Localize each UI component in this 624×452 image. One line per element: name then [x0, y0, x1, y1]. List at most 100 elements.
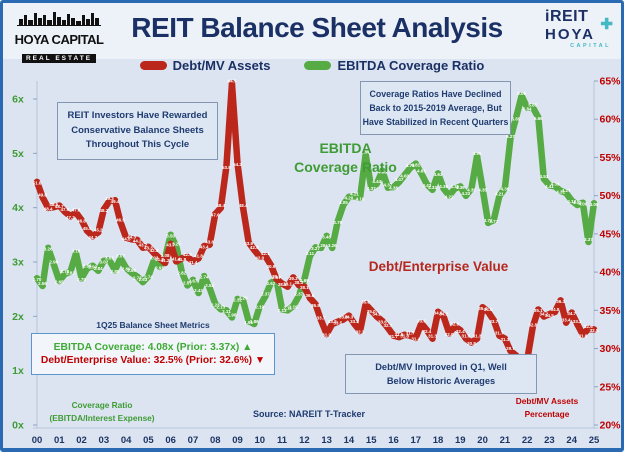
svg-text:38.3: 38.3 — [294, 280, 303, 285]
svg-text:2.19: 2.19 — [255, 305, 264, 310]
svg-text:43.2: 43.2 — [138, 243, 147, 248]
svg-text:4.44: 4.44 — [372, 179, 381, 184]
svg-text:49.3: 49.3 — [105, 196, 114, 201]
metrics-panel-title: 1Q25 Balance Sheet Metrics — [96, 320, 210, 330]
svg-text:43.4: 43.4 — [200, 245, 209, 250]
svg-text:3.77: 3.77 — [489, 219, 498, 224]
svg-text:44.3: 44.3 — [127, 234, 136, 239]
ebitda-coverage-legend-swatch — [304, 61, 332, 70]
series-data-labels-debt-mv: 51.849.848.448.548.747.947.347.846.845.4… — [33, 78, 599, 373]
svg-text:44.5: 44.5 — [122, 236, 131, 241]
legend-label: EBITDA Coverage Ratio — [337, 58, 485, 73]
svg-text:31.7: 31.7 — [406, 331, 415, 336]
svg-text:2.68: 2.68 — [300, 278, 309, 283]
skyline-icon — [17, 12, 101, 26]
ireit-logo-text: iREIT — [545, 8, 589, 25]
svg-text:4.37: 4.37 — [367, 186, 376, 191]
svg-text:34.3: 34.3 — [345, 314, 354, 319]
svg-text:4.21: 4.21 — [495, 191, 504, 196]
svg-text:2.67: 2.67 — [189, 279, 198, 284]
svg-text:45%: 45% — [599, 228, 621, 240]
svg-text:2.84: 2.84 — [94, 266, 103, 271]
svg-text:31.7: 31.7 — [495, 331, 504, 336]
svg-text:30.8: 30.8 — [467, 341, 476, 346]
svg-text:33.3: 33.3 — [417, 318, 426, 323]
svg-text:45.4: 45.4 — [83, 226, 92, 231]
svg-text:35.0: 35.0 — [367, 309, 376, 314]
svg-text:06: 06 — [165, 435, 176, 446]
svg-text:10: 10 — [255, 435, 266, 446]
legend-item-ebitda-coverage: EBITDA Coverage Ratio — [304, 58, 484, 73]
svg-text:2x: 2x — [12, 311, 24, 323]
series-data-labels-ebitda-coverage: 2.702.563.262.962.652.782.823.162.702.88… — [33, 91, 599, 325]
svg-text:32.7: 32.7 — [384, 323, 393, 328]
svg-text:3.72: 3.72 — [484, 218, 493, 223]
svg-text:32.0: 32.0 — [445, 332, 454, 337]
svg-text:2.89: 2.89 — [122, 267, 131, 272]
svg-text:2.29: 2.29 — [239, 296, 248, 301]
svg-text:2.93: 2.93 — [88, 264, 97, 269]
svg-text:2.78: 2.78 — [60, 269, 69, 274]
svg-text:3.37: 3.37 — [584, 237, 593, 242]
svg-text:38.1: 38.1 — [283, 282, 292, 287]
svg-text:3.26: 3.26 — [317, 243, 326, 248]
svg-text:4.05: 4.05 — [573, 200, 582, 205]
svg-text:38.5: 38.5 — [278, 282, 287, 287]
left-axis-labels: 6x 5x 4x 3x 2x 1x 0x — [12, 94, 37, 432]
header: HOYA CAPITAL REAL ESTATE REIT Balance Sh… — [3, 3, 621, 63]
svg-text:1.91: 1.91 — [244, 320, 253, 325]
svg-text:38.1: 38.1 — [300, 285, 309, 290]
svg-text:64.7: 64.7 — [228, 78, 237, 83]
svg-text:36.6: 36.6 — [306, 293, 315, 298]
metric-ebitda-coverage: EBITDA Coverage: 4.08x (Prior: 3.37x) ▲ — [53, 342, 253, 353]
svg-text:41.8: 41.8 — [194, 253, 203, 258]
svg-text:13: 13 — [321, 435, 332, 446]
svg-text:47.6: 47.6 — [211, 213, 220, 218]
hoya-logo-text-right: HOYA — [545, 26, 595, 43]
svg-text:2.13: 2.13 — [278, 308, 287, 313]
svg-text:48.4: 48.4 — [44, 206, 53, 211]
svg-text:31.5: 31.5 — [395, 332, 404, 337]
svg-text:42.5: 42.5 — [150, 248, 159, 253]
svg-text:1.86: 1.86 — [250, 319, 259, 324]
svg-text:6.06: 6.06 — [517, 91, 526, 96]
plus-icon: ✚ — [600, 16, 613, 33]
ebitda-coverage-series-label: EBITDA Coverage Ratio — [294, 140, 397, 175]
svg-text:4.63: 4.63 — [434, 172, 443, 177]
svg-text:4.13: 4.13 — [567, 199, 576, 204]
svg-text:35.1: 35.1 — [534, 308, 543, 313]
svg-text:2.63: 2.63 — [138, 277, 147, 282]
svg-text:11: 11 — [277, 435, 288, 446]
svg-text:3.75: 3.75 — [333, 220, 342, 225]
svg-text:33.2: 33.2 — [350, 319, 359, 324]
svg-text:01: 01 — [54, 435, 65, 446]
svg-text:34.2: 34.2 — [439, 312, 448, 317]
svg-text:31.3: 31.3 — [473, 334, 482, 339]
svg-text:18: 18 — [433, 435, 444, 446]
svg-text:4.63: 4.63 — [417, 169, 426, 174]
svg-text:5.27: 5.27 — [506, 134, 515, 139]
svg-text:3.02: 3.02 — [99, 260, 108, 265]
svg-text:4.20: 4.20 — [345, 195, 354, 200]
svg-text:2.65: 2.65 — [55, 280, 64, 285]
svg-text:21: 21 — [500, 435, 511, 446]
svg-text:4.09: 4.09 — [578, 201, 587, 206]
annotation-cycle-note: REIT Investors Have Rewarded Conservativ… — [57, 102, 218, 160]
svg-text:25: 25 — [589, 435, 600, 446]
svg-text:44.2: 44.2 — [133, 239, 142, 244]
svg-text:3.27: 3.27 — [311, 246, 320, 251]
svg-text:4.27: 4.27 — [562, 188, 571, 193]
svg-text:4.38: 4.38 — [389, 186, 398, 191]
svg-text:35.8: 35.8 — [361, 299, 370, 304]
svg-text:4.18: 4.18 — [356, 196, 365, 201]
svg-text:32.4: 32.4 — [456, 329, 465, 334]
svg-text:4.21: 4.21 — [350, 191, 359, 196]
svg-text:08: 08 — [210, 435, 221, 446]
series-line-debt-mv — [33, 80, 598, 377]
svg-text:33.2: 33.2 — [328, 319, 337, 324]
svg-text:2.37: 2.37 — [261, 291, 270, 296]
svg-text:4.05: 4.05 — [339, 200, 348, 205]
series-line-ebitda-coverage — [33, 92, 598, 328]
capital-logo-text: CAPITAL — [570, 43, 611, 49]
